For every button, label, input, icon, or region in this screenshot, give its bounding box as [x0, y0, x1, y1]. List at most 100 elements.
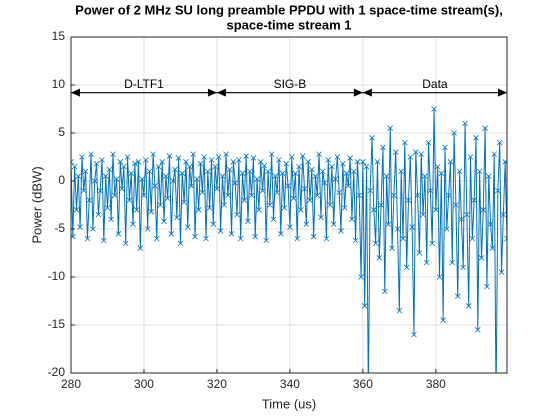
- data-marker: [135, 159, 142, 165]
- data-marker: [449, 259, 456, 266]
- data-marker: [447, 159, 454, 165]
- data-marker: [88, 151, 94, 157]
- data-marker: [414, 192, 421, 199]
- data-marker: [93, 160, 100, 167]
- data-marker: [380, 144, 386, 151]
- data-marker: [272, 173, 279, 179]
- data-marker: [130, 221, 136, 227]
- data-marker: [208, 157, 215, 163]
- data-marker: [329, 163, 335, 170]
- data-marker: [175, 155, 182, 161]
- y-tick-label: 0: [58, 173, 65, 187]
- data-marker: [75, 173, 82, 179]
- data-marker: [174, 214, 180, 221]
- data-marker: [128, 170, 134, 177]
- data-marker: [246, 168, 253, 175]
- data-marker: [243, 153, 249, 159]
- data-marker: [124, 154, 131, 160]
- data-marker: [108, 216, 114, 223]
- data-marker: [330, 221, 337, 227]
- data-marker: [290, 195, 297, 202]
- data-marker: [223, 151, 229, 157]
- data-marker: [433, 207, 439, 213]
- data-marker: [139, 176, 145, 182]
- data-marker: [387, 125, 394, 131]
- data-marker: [278, 231, 284, 237]
- data-marker: [195, 207, 202, 213]
- chart-title: Power of 2 MHz SU long preamble PPDU wit…: [75, 2, 503, 17]
- data-marker: [228, 231, 235, 237]
- data-marker: [155, 163, 162, 170]
- data-marker: [327, 202, 333, 208]
- data-marker: [184, 224, 191, 230]
- data-marker: [148, 208, 155, 215]
- data-marker: [478, 255, 485, 261]
- data-marker: [299, 153, 306, 159]
- data-marker: [122, 240, 129, 247]
- data-marker: [146, 168, 153, 175]
- data-marker: [402, 139, 408, 146]
- x-tick-label: 320: [207, 377, 227, 391]
- data-marker: [294, 235, 300, 242]
- data-marker: [82, 168, 89, 175]
- data-marker: [487, 221, 494, 227]
- data-marker: [405, 197, 412, 203]
- data-marker: [143, 157, 149, 163]
- data-marker: [236, 157, 242, 163]
- data-marker: [451, 130, 457, 136]
- data-marker: [194, 176, 200, 182]
- data-marker: [276, 157, 282, 163]
- data-marker: [172, 166, 178, 173]
- data-marker: [296, 163, 302, 170]
- data-marker: [460, 264, 467, 271]
- data-marker: [389, 245, 395, 251]
- data-marker: [159, 159, 165, 165]
- data-marker: [166, 153, 173, 159]
- data-marker: [396, 307, 403, 314]
- data-marker: [453, 202, 459, 208]
- data-marker: [102, 173, 109, 179]
- data-marker: [221, 202, 228, 208]
- data-marker: [371, 207, 377, 213]
- data-marker: [86, 197, 93, 203]
- data-marker: [345, 183, 352, 189]
- data-marker: [186, 163, 193, 170]
- data-marker: [121, 163, 127, 170]
- data-marker: [95, 211, 102, 218]
- data-marker: [133, 207, 140, 213]
- data-marker: [485, 173, 492, 179]
- data-marker: [475, 327, 481, 333]
- data-marker: [349, 216, 355, 223]
- data-marker: [268, 151, 275, 157]
- data-marker: [361, 303, 368, 309]
- data-marker: [480, 207, 487, 213]
- data-marker: [376, 255, 383, 261]
- data-marker: [427, 187, 434, 194]
- data-marker: [372, 240, 379, 247]
- data-marker: [183, 159, 189, 165]
- data-marker: [341, 205, 348, 211]
- data-marker: [338, 228, 344, 234]
- data-marker: [181, 199, 187, 205]
- data-marker: [126, 197, 133, 203]
- data-marker: [310, 233, 317, 240]
- data-marker: [343, 170, 350, 177]
- data-marker: [110, 151, 116, 157]
- data-marker: [378, 202, 384, 208]
- data-marker: [80, 187, 87, 194]
- data-marker: [161, 218, 167, 225]
- data-marker: [383, 173, 390, 179]
- data-marker: [248, 192, 255, 199]
- data-marker: [391, 192, 397, 199]
- data-marker: [104, 205, 111, 211]
- data-marker: [312, 173, 319, 179]
- data-marker: [217, 228, 224, 234]
- data-marker: [137, 245, 144, 251]
- data-marker: [241, 197, 248, 203]
- data-marker: [192, 233, 198, 240]
- data-marker: [132, 160, 138, 167]
- data-marker: [438, 170, 445, 177]
- data-marker: [226, 166, 233, 173]
- y-tick-label: 5: [58, 125, 65, 139]
